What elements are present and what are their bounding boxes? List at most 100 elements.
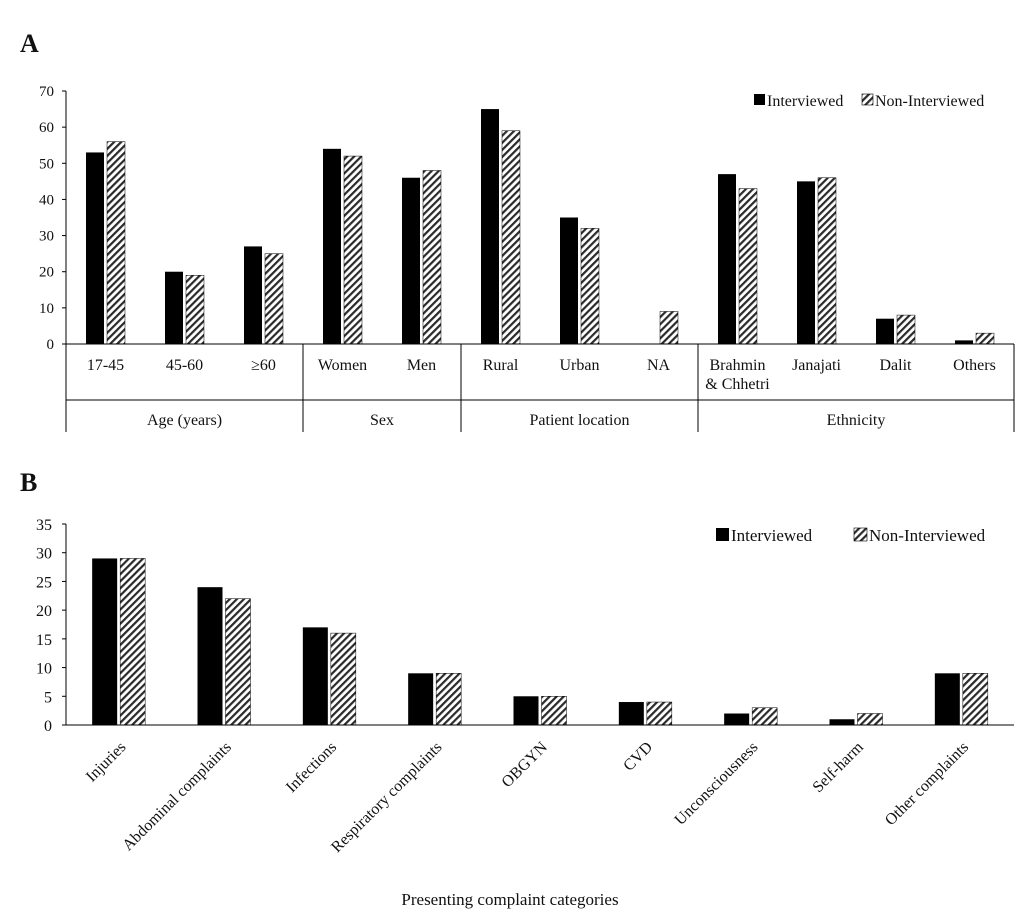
- y-tick-label: 10: [36, 661, 52, 678]
- bar-non-interviewed: [975, 332, 995, 345]
- y-tick-label: 0: [44, 718, 52, 735]
- x-tick-label: Abdominal complaints: [119, 739, 234, 854]
- panel-label-b: B: [20, 468, 37, 497]
- y-axis-b: 0 5 10 15 20 25 30 35: [36, 517, 67, 735]
- bar-interviewed: [302, 627, 328, 725]
- bar-interviewed: [402, 177, 420, 344]
- bars-a: [86, 109, 995, 345]
- legend-a: Interviewed Non-Interviewed: [754, 93, 984, 110]
- x-tick-label: 45-60: [166, 357, 203, 374]
- x-tick-label: NA: [647, 357, 671, 374]
- x-tick-label: Respiratory complaints: [328, 739, 445, 856]
- bar-interviewed: [481, 109, 499, 344]
- x-tick-label: ≥60: [251, 357, 276, 374]
- bar-non-interviewed: [896, 314, 916, 345]
- x-tick-label: Urban: [560, 357, 600, 374]
- bar-interviewed: [560, 217, 578, 344]
- bar-non-interviewed: [330, 632, 357, 726]
- bar-interviewed: [197, 587, 223, 725]
- group-label: Sex: [370, 412, 394, 429]
- x-tick-label: Janajati: [792, 357, 841, 374]
- x-axis-a: 17-45 45-60 ≥60 Women Men Rural Urban NA Brahmin…: [65, 343, 1015, 432]
- y-tick-label: 70: [39, 84, 54, 100]
- bars-b: [92, 558, 989, 726]
- group-label: Patient location: [530, 412, 630, 429]
- x-tick-label: Women: [318, 357, 367, 374]
- x-tick-label: Other complaints: [882, 739, 972, 829]
- y-tick-label: 60: [39, 120, 54, 136]
- y-tick-label: 20: [39, 265, 54, 281]
- y-axis-a: 0 10 20 30 40 50 60 70: [39, 84, 67, 353]
- bar-non-interviewed: [580, 228, 600, 345]
- bar-non-interviewed: [962, 673, 989, 726]
- y-tick-label: 50: [39, 156, 54, 172]
- legend-b: Interviewed Non-Interviewed: [716, 526, 986, 545]
- bar-non-interviewed: [185, 275, 205, 345]
- group-label: Ethnicity: [827, 412, 886, 429]
- bar-interviewed: [718, 174, 736, 344]
- y-tick-label: 25: [36, 574, 52, 591]
- y-tick-label: 30: [39, 229, 54, 245]
- x-tick-label: Self-harm: [810, 738, 868, 796]
- bar-non-interviewed: [857, 713, 883, 726]
- x-tick-label: 17-45: [87, 357, 124, 374]
- bar-non-interviewed: [119, 558, 146, 726]
- panel-label-a: A: [20, 29, 39, 58]
- bar-interviewed: [876, 318, 894, 344]
- bar-non-interviewed: [225, 598, 251, 726]
- legend-swatch-non-interviewed: [853, 527, 868, 542]
- bar-interviewed: [618, 702, 644, 725]
- legend-label-interviewed: Interviewed: [731, 526, 813, 545]
- bar-non-interviewed: [264, 253, 284, 345]
- x-tick-label: Men: [407, 357, 436, 374]
- bar-interviewed: [323, 148, 341, 344]
- x-tick-label: CVD: [620, 739, 656, 775]
- x-axis-title-b: Presenting complaint categories: [401, 890, 618, 909]
- y-tick-label: 40: [39, 192, 54, 208]
- bar-non-interviewed: [541, 696, 567, 726]
- x-tick-label: Others: [953, 357, 996, 374]
- y-tick-label: 5: [44, 689, 52, 706]
- legend-swatch-interviewed: [716, 528, 729, 541]
- group-label: Age (years): [147, 412, 222, 429]
- bar-non-interviewed: [659, 311, 679, 345]
- legend-swatch-interviewed: [754, 94, 765, 105]
- x-tick-label: Unconsciousness: [672, 739, 762, 829]
- legend-label-interviewed: Interviewed: [767, 93, 843, 110]
- legend-label-non-interviewed: Non-Interviewed: [869, 526, 986, 545]
- x-tick-label: Infections: [283, 739, 340, 796]
- y-tick-label: 20: [36, 603, 52, 620]
- bar-non-interviewed: [646, 701, 673, 726]
- bar-non-interviewed: [738, 188, 758, 345]
- bar-interviewed: [92, 558, 118, 725]
- legend-label-non-interviewed: Non-Interviewed: [875, 93, 984, 110]
- y-tick-label: 0: [47, 337, 55, 353]
- bar-non-interviewed: [106, 141, 126, 345]
- bar-interviewed: [797, 181, 815, 344]
- bar-interviewed: [513, 696, 539, 725]
- bar-non-interviewed: [422, 170, 442, 345]
- x-tick-label: Rural: [483, 357, 519, 374]
- y-tick-label: 15: [36, 632, 52, 649]
- bar-non-interviewed: [343, 155, 363, 345]
- bar-interviewed: [244, 246, 262, 344]
- bar-interviewed: [955, 340, 973, 344]
- bar-non-interviewed: [501, 130, 521, 345]
- bar-non-interviewed: [751, 707, 778, 726]
- x-tick-label: Brahmin & Chhetri: [705, 357, 770, 393]
- bar-interviewed: [165, 271, 183, 344]
- bar-interviewed: [724, 713, 750, 725]
- y-tick-label: 30: [36, 546, 52, 563]
- bar-interviewed: [86, 152, 104, 344]
- x-tick-label: Dalit: [880, 357, 913, 374]
- chart-panel-a: A 0 10 20 30 40 50 60 70 17-45 45-60 ≥60 Women Men R…: [20, 29, 1015, 432]
- y-tick-label: 10: [39, 301, 54, 317]
- bar-non-interviewed: [435, 673, 462, 726]
- y-tick-label: 35: [36, 517, 52, 534]
- x-tick-label: OBGYN: [499, 738, 552, 791]
- legend-swatch-non-interviewed: [861, 93, 874, 106]
- bar-interviewed: [408, 673, 434, 725]
